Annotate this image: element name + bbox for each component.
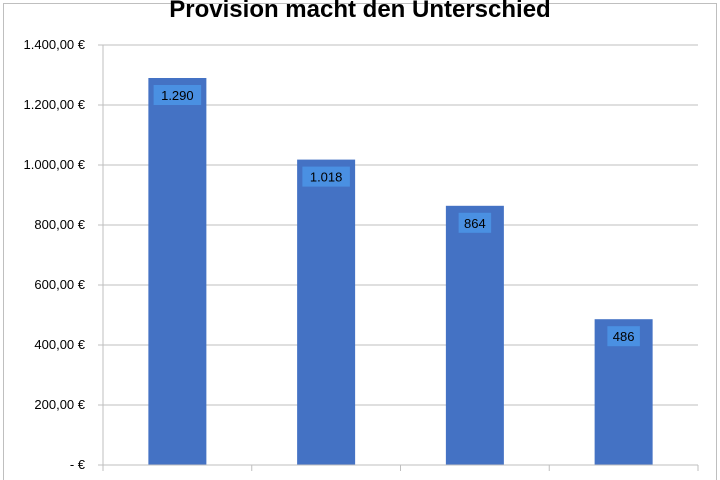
data-label: 1.018	[310, 170, 343, 185]
data-label-box	[458, 212, 492, 233]
data-labels: 1.290 1.018 864 486	[153, 85, 640, 347]
data-label-box	[607, 326, 640, 347]
data-label: 1.290	[161, 88, 194, 103]
y-tick-label: 200,00 €	[34, 397, 85, 412]
y-tick-label: 400,00 €	[34, 337, 85, 352]
chart-title: Provision macht den Unterschied	[169, 0, 551, 23]
y-tick-label: 800,00 €	[34, 217, 85, 232]
x-axis	[102, 464, 699, 471]
data-label: 486	[613, 329, 635, 344]
y-tick-label: - €	[70, 457, 86, 472]
bar	[445, 205, 504, 466]
data-label: 864	[464, 216, 486, 231]
y-axis: - € 200,00 € 400,00 € 600,00 € 800,00 € 1.000…	[24, 37, 104, 472]
data-label-box	[302, 166, 350, 187]
bar	[148, 78, 207, 465]
bar	[297, 159, 356, 465]
bars	[148, 78, 653, 466]
data-label-box	[153, 85, 202, 105]
y-tick-label: 600,00 €	[34, 277, 85, 292]
y-tick-label: 1.000,00 €	[24, 157, 86, 172]
y-tick-label: 1.400,00 €	[24, 37, 86, 52]
y-tick-label: 1.200,00 €	[24, 97, 86, 112]
